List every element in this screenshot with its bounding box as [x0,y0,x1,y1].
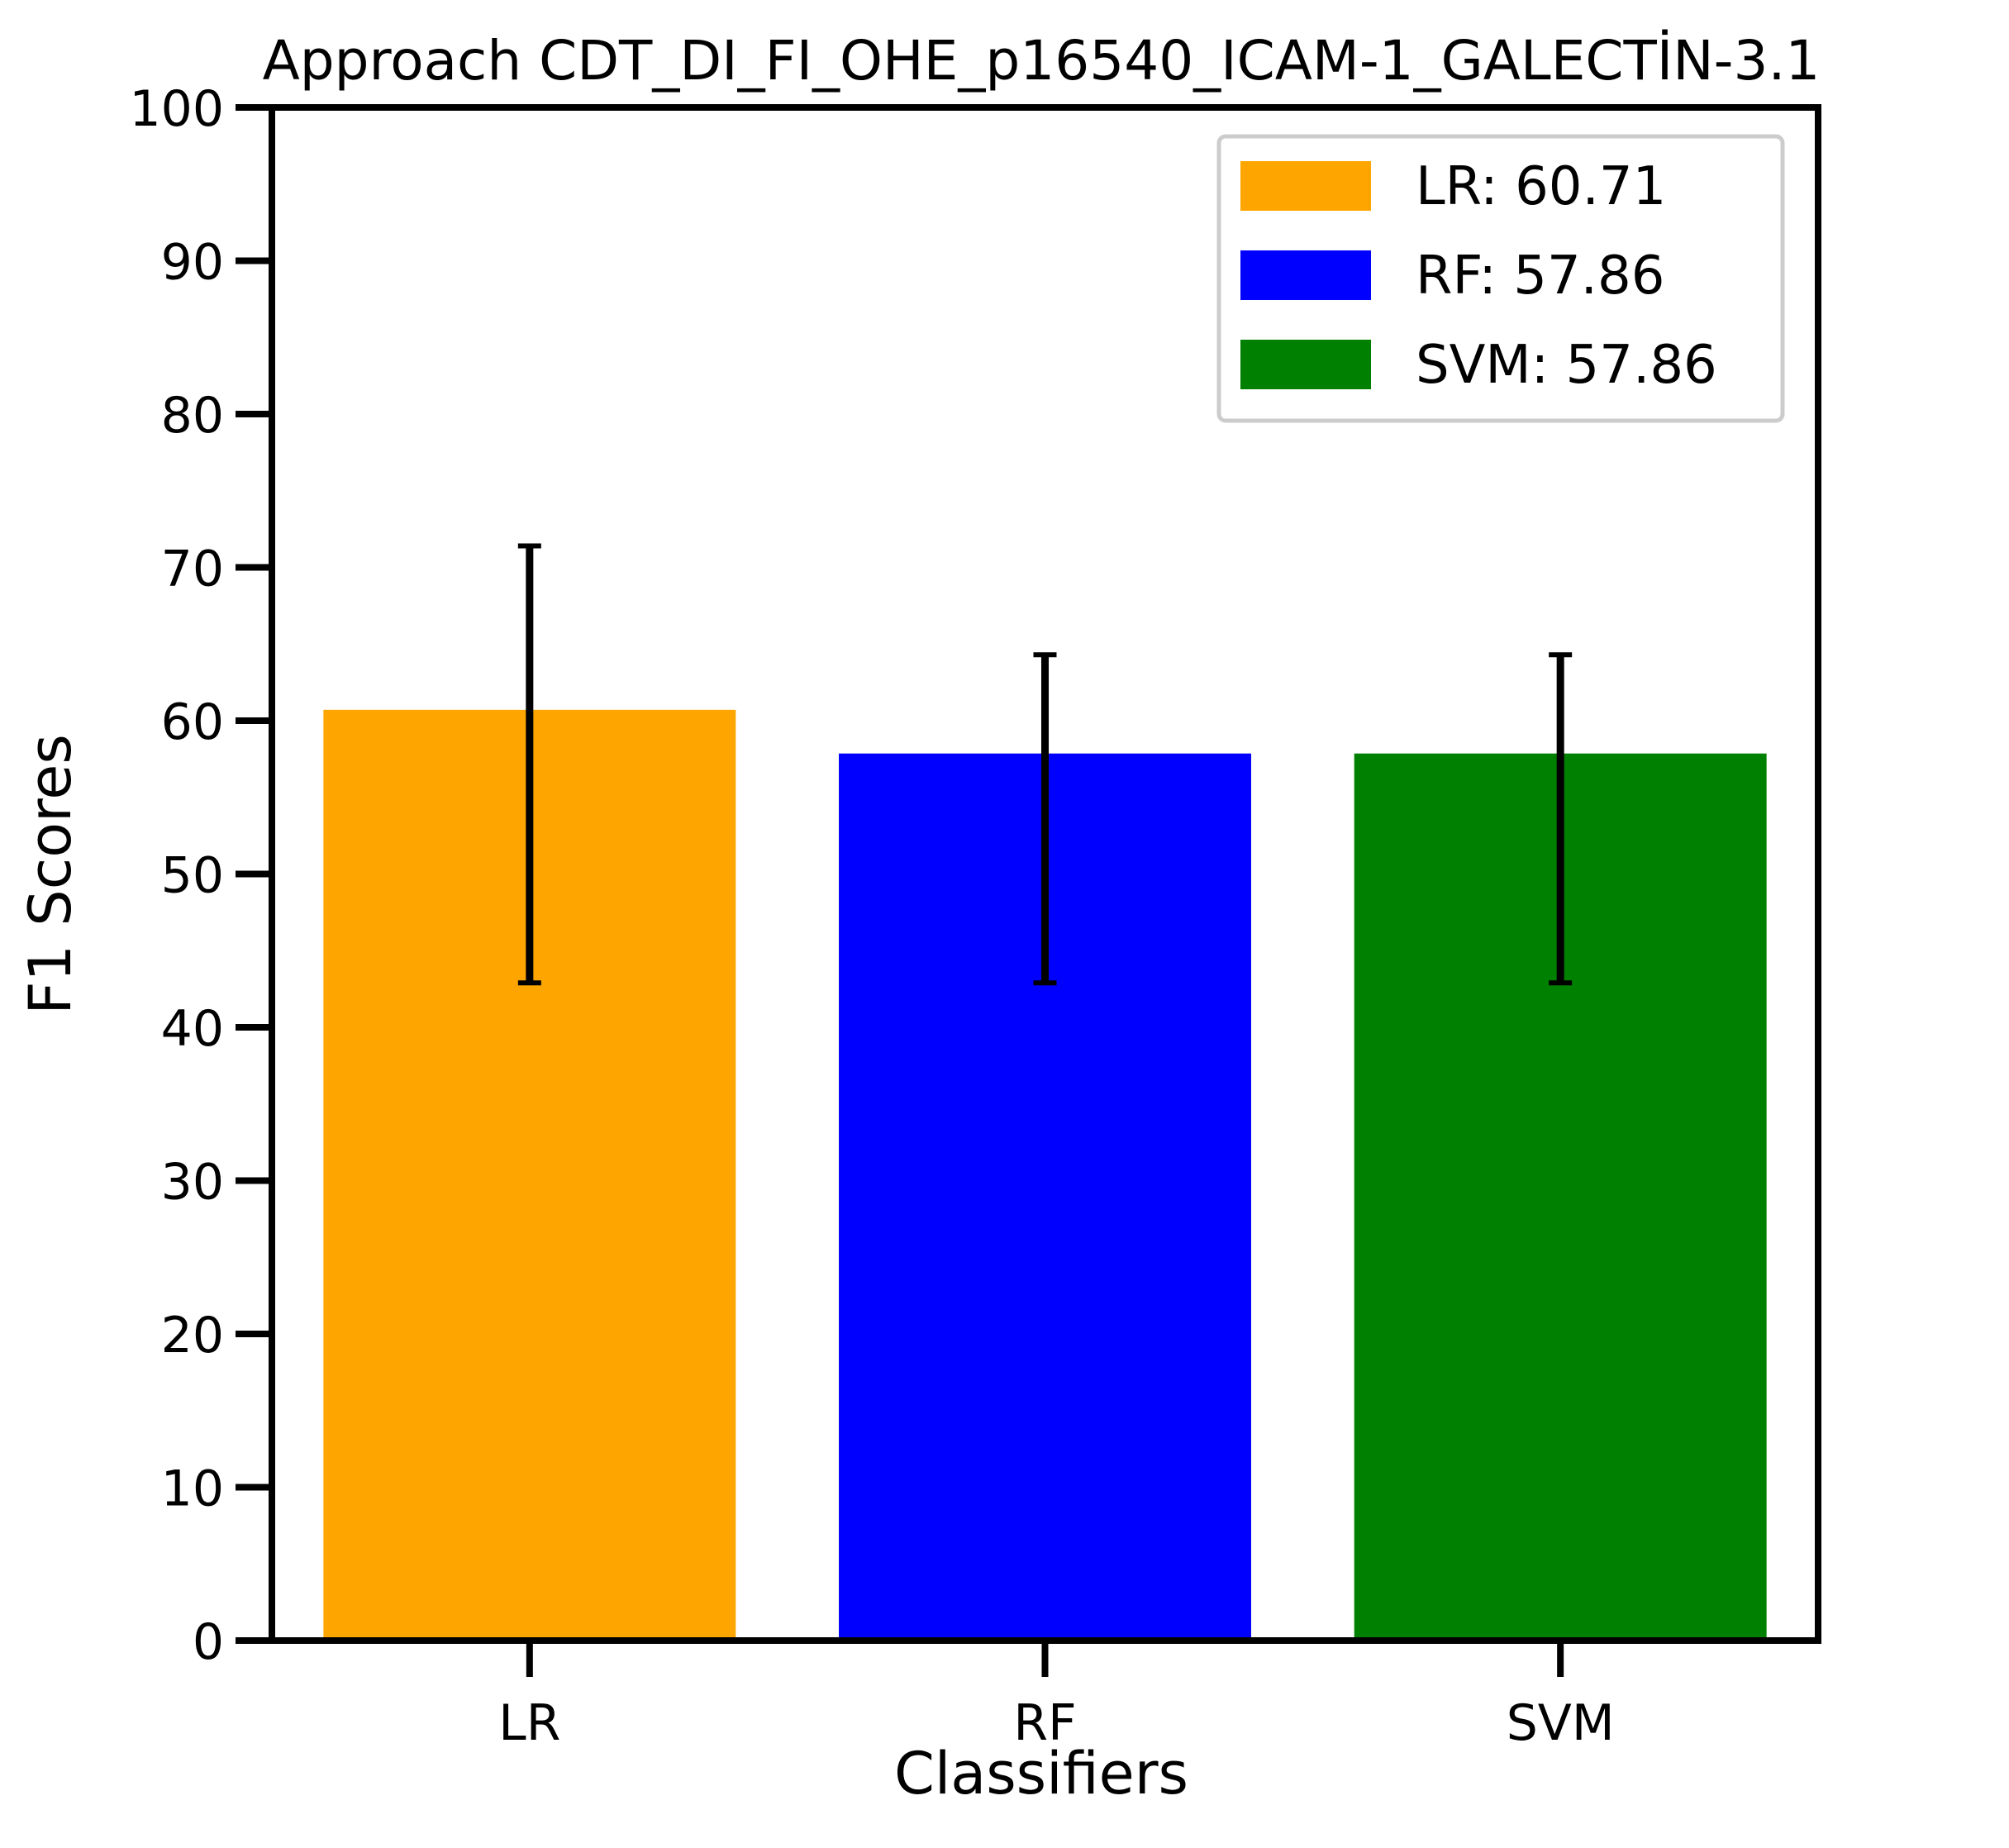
y-tick-label: 90 [161,234,224,292]
plot-area: LR RF SVM 0 10 20 30 40 50 60 70 80 90 100 [129,80,1821,1752]
y-tick-label: 40 [161,1000,224,1058]
error-bar-lr [517,543,541,986]
y-tick-label: 70 [161,541,224,598]
y-tick-label: 80 [161,387,224,445]
legend-label-svm: SVM: 57.86 [1416,335,1717,396]
y-tick-label: 30 [161,1154,224,1212]
x-tick-label-rf: RF [1013,1694,1076,1752]
y-tick-label: 20 [161,1307,224,1365]
y-tick-label: 60 [161,693,224,751]
x-tick-label-lr: LR [498,1694,560,1752]
legend-swatch-rf [1240,250,1371,300]
error-bar-rf [1033,652,1057,986]
legend-label-lr: LR: 60.71 [1416,156,1666,217]
y-tick-label: 0 [193,1613,224,1671]
error-bar-svm [1549,652,1573,986]
y-tick-label: 100 [129,80,224,138]
legend-label-rf: RF: 57.86 [1416,245,1664,307]
y-tick-label: 50 [161,847,224,905]
y-axis-label: F1 Scores [17,734,84,1015]
y-tick-label: 10 [161,1460,224,1518]
legend-swatch-svm [1240,340,1371,389]
legend: LR: 60.71 RF: 57.86 SVM: 57.86 [1216,134,1785,423]
legend-swatch-lr [1240,161,1371,211]
chart-title: Approach CDT_DI_FI_OHE_p16540_ICAM-1_GAL… [263,29,1821,93]
x-axis-label: Classifiers [894,1740,1188,1808]
x-tick-label-svm: SVM [1507,1694,1615,1752]
plot-frame [269,104,1821,1644]
